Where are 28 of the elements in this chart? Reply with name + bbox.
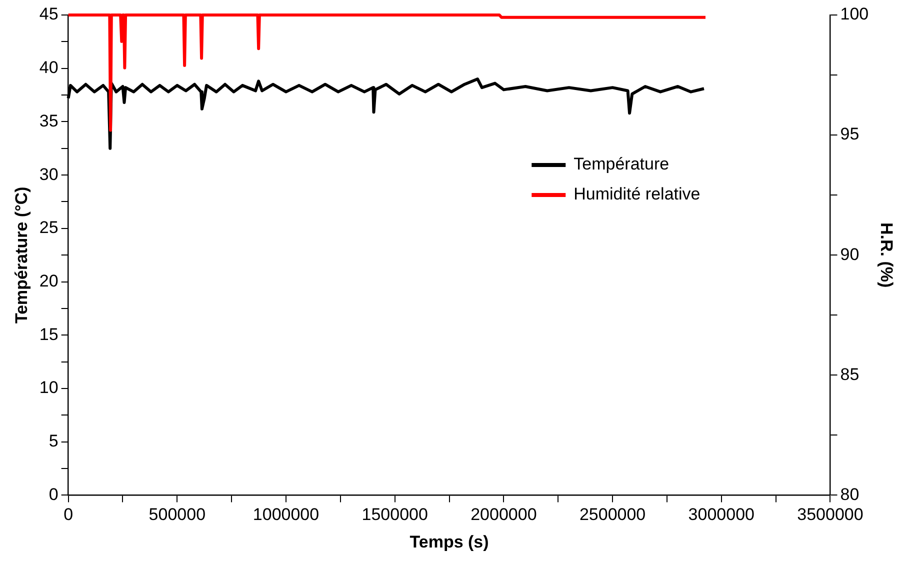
y2-tick-label: 80 [840,484,860,504]
y-tick-label: 5 [48,432,58,451]
y-axis-title: Température (°C) [12,186,31,324]
x-tick-label: 2000000 [470,505,537,524]
y2-tick-label: 95 [840,124,860,144]
y2-axis-title: H.R. (%) [877,222,896,288]
x-tick-label: 1500000 [362,505,428,524]
y2-tick-label: 100 [840,4,869,24]
y-tick-label: 45 [39,4,58,24]
x-tick-label: 3500000 [797,505,864,524]
y-tick-label: 20 [39,271,58,290]
y-tick-label: 10 [39,378,58,398]
x-axis-title: Temps (s) [410,532,489,552]
y2-tick-label: 85 [840,364,860,384]
legend-label: Température [574,154,670,174]
x-tick-label: 0 [64,505,74,524]
y-tick-label: 35 [39,111,58,130]
x-tick-label: 500000 [148,505,206,524]
y-tick-label: 25 [39,218,58,238]
x-tick-label: 1000000 [252,505,320,524]
x-tick-label: 2500000 [579,505,646,524]
x-tick-label: 3000000 [688,505,754,524]
y-tick-label: 15 [39,324,58,344]
y-tick-label: 30 [39,164,58,184]
y-tick-label: 0 [48,484,58,504]
y-tick-label: 40 [39,58,58,78]
y2-tick-label: 90 [840,244,860,264]
legend-label: Humidité relative [574,184,700,204]
